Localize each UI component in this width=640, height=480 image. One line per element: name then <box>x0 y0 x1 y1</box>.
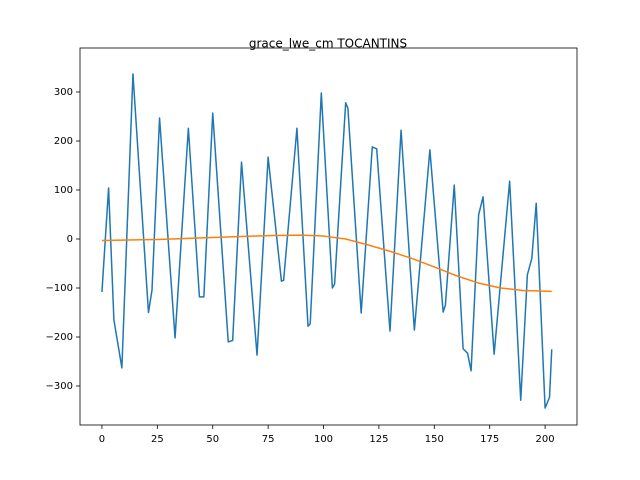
y-tick-label: 0 <box>67 234 73 245</box>
line-series <box>101 234 552 293</box>
x-tick-label: 125 <box>369 434 388 445</box>
y-tick-label: −300 <box>46 381 73 392</box>
x-tick-label: 50 <box>206 434 219 445</box>
x-tick-label: 100 <box>314 434 333 445</box>
x-tick-label: 75 <box>262 434 275 445</box>
y-tick-label: −200 <box>46 332 73 343</box>
x-tick-label: 200 <box>536 434 555 445</box>
x-tick-label: 25 <box>151 434 164 445</box>
line-series <box>101 73 553 409</box>
x-tick-label: 150 <box>425 434 444 445</box>
y-tick-label: 100 <box>54 185 73 196</box>
y-tick-label: 300 <box>54 87 73 98</box>
x-tick-label: 175 <box>480 434 499 445</box>
x-tick-label: 0 <box>99 434 105 445</box>
plot-frame <box>79 47 578 426</box>
y-tick-label: 200 <box>54 136 73 147</box>
chart-title: grace_lwe_cm TOCANTINS <box>249 37 407 51</box>
y-tick-label: −100 <box>46 283 73 294</box>
